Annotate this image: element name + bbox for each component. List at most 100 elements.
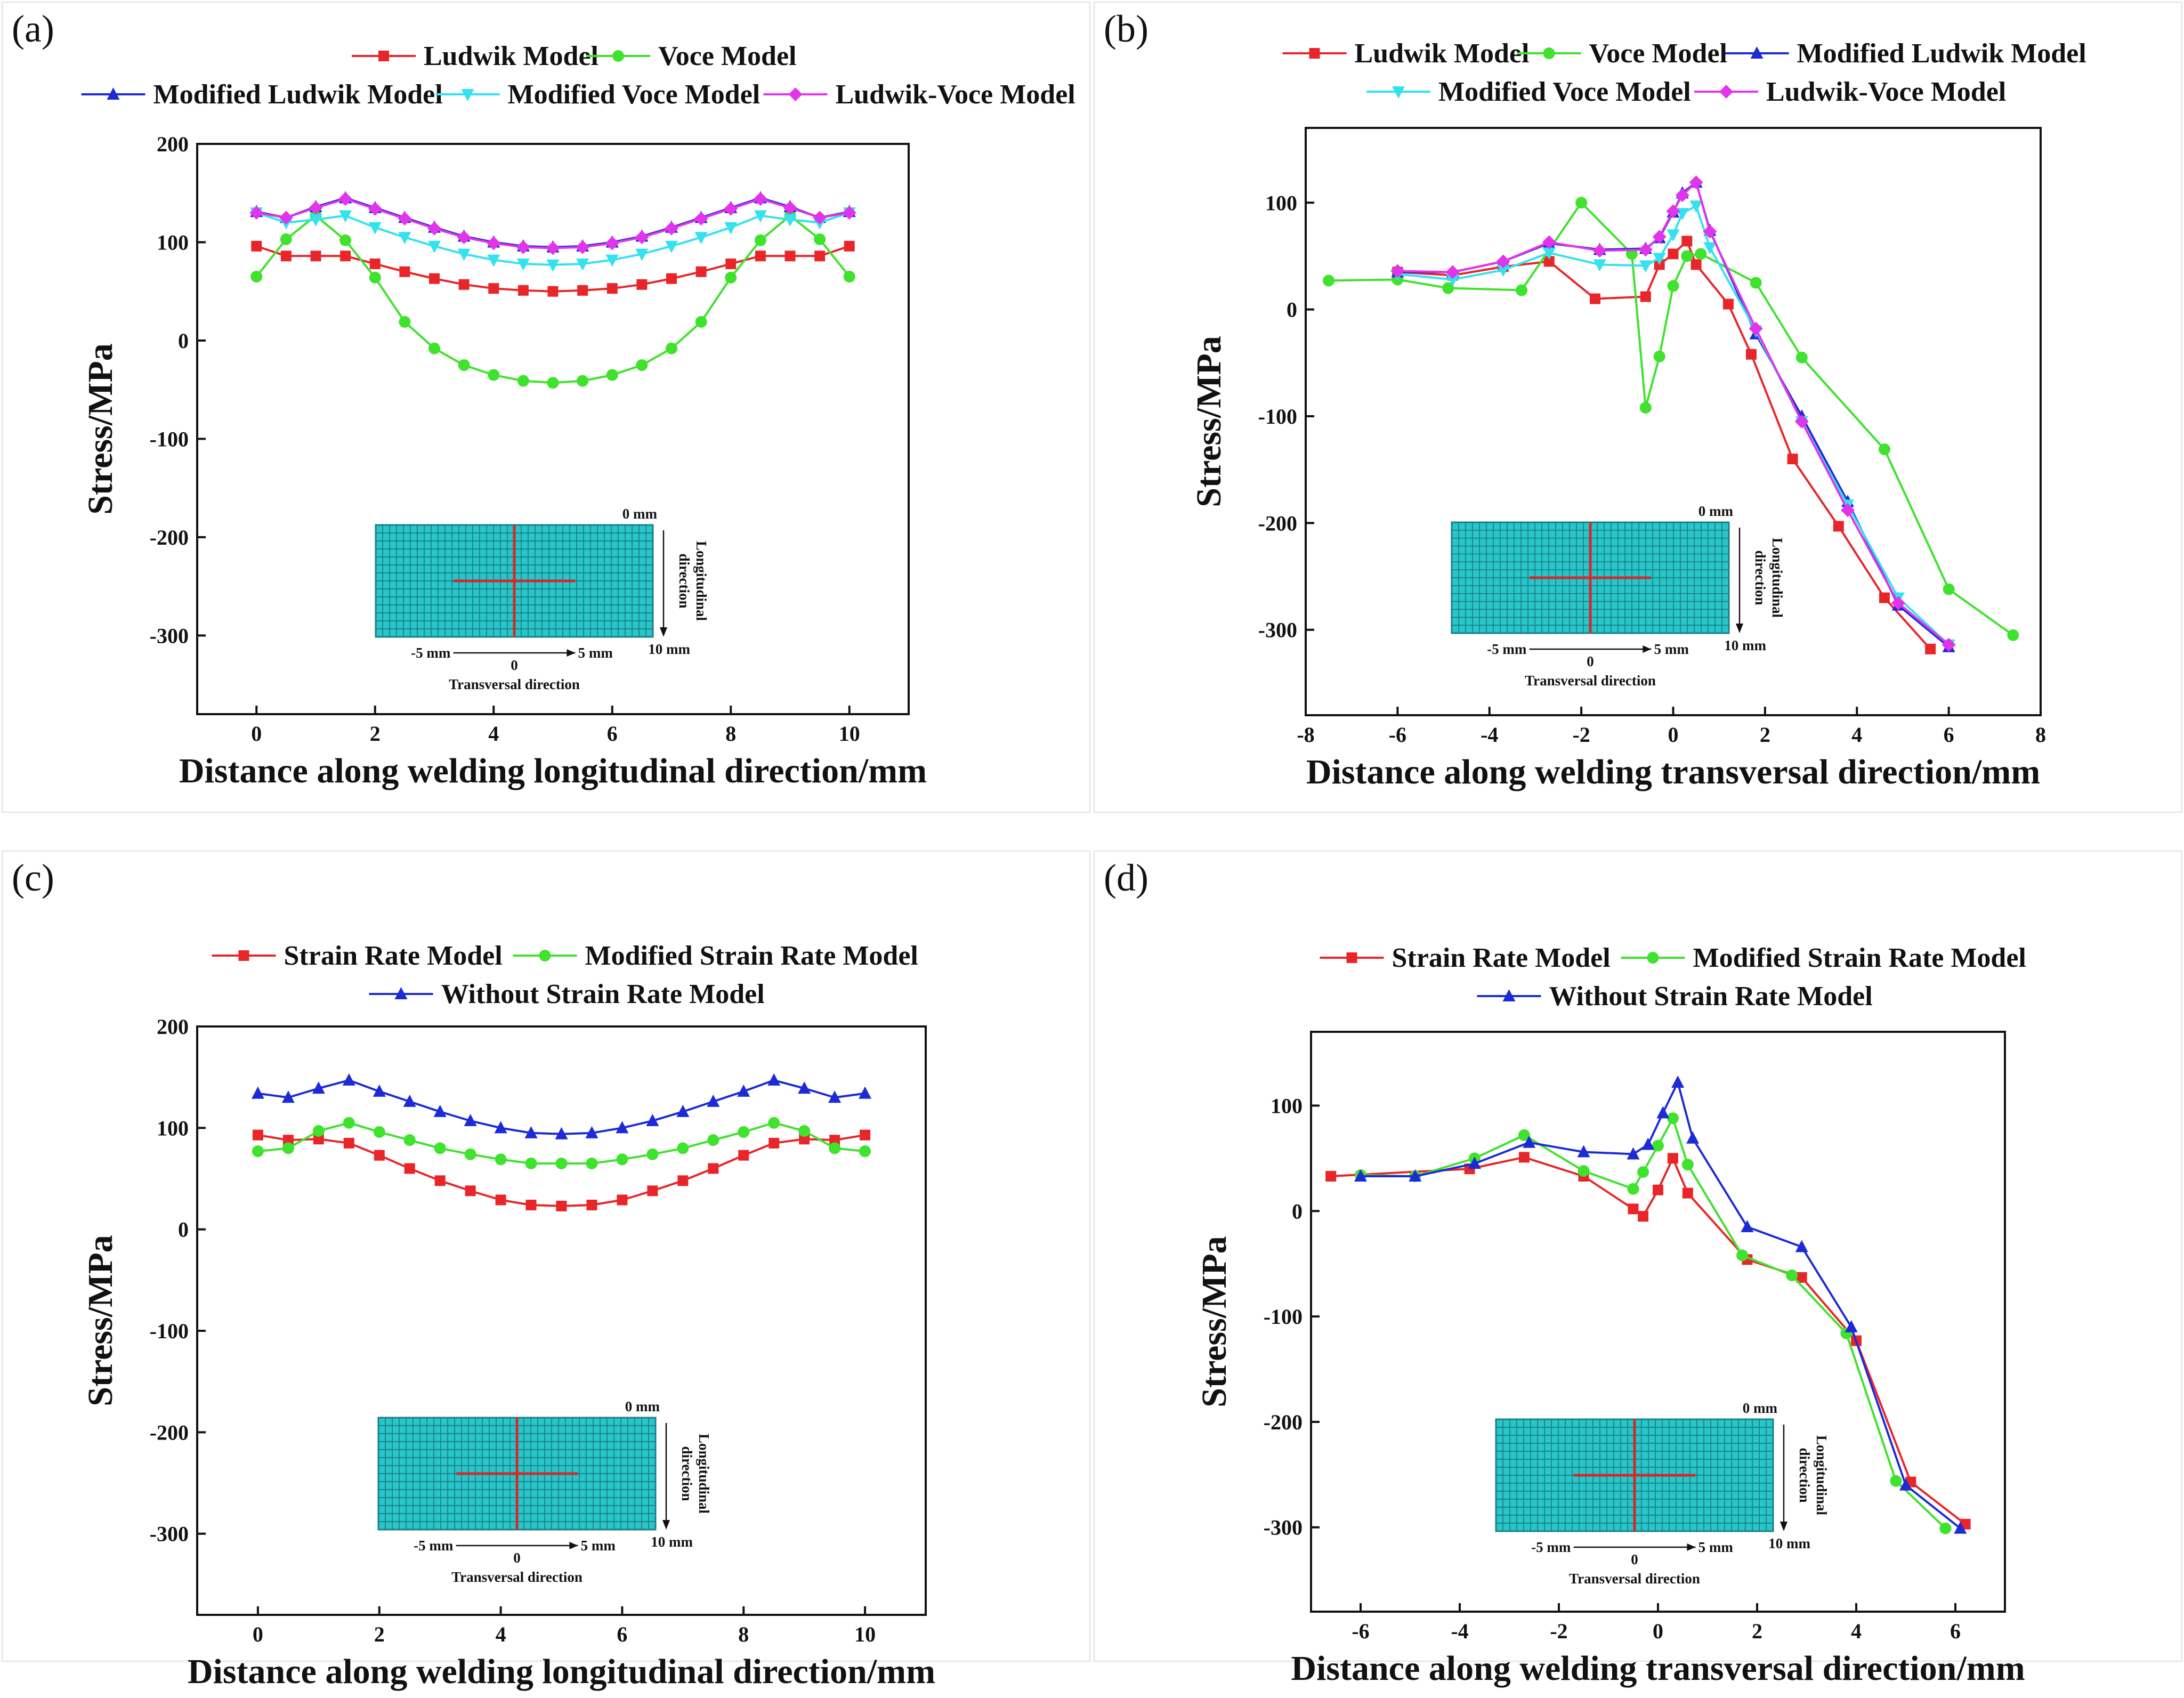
y-tick-label: 100 <box>157 230 189 254</box>
y-axis-title: Stress/MPa <box>1190 336 1228 507</box>
data-point <box>1640 291 1651 302</box>
data-point <box>556 1200 567 1211</box>
x-tick-label: 0 <box>251 722 262 746</box>
inset-top-label: 0 mm <box>625 1398 660 1414</box>
data-point <box>313 1134 324 1145</box>
legend-marker <box>1543 47 1555 59</box>
legend-entry: Ludwik Model <box>1355 38 1530 69</box>
inset-side-label-line: Longitudinal <box>696 1434 712 1514</box>
x-tick-label: 6 <box>617 1622 627 1646</box>
data-point <box>1589 293 1600 304</box>
inset-top-label: 0 mm <box>1743 1400 1778 1416</box>
data-point <box>1627 1147 1640 1160</box>
inset-side-label: Longitudinaldirection <box>676 541 709 621</box>
data-point <box>1543 256 1555 267</box>
series-ludwik-model <box>251 240 855 297</box>
data-point <box>1354 1169 1367 1182</box>
legend-marker <box>1647 952 1659 964</box>
data-point <box>547 286 559 297</box>
data-point <box>280 250 292 262</box>
data-point <box>252 1129 263 1141</box>
data-point <box>404 1163 415 1174</box>
y-tick-label: 200 <box>157 132 189 156</box>
series-line <box>1397 240 1931 650</box>
x-tick-label: -4 <box>1481 723 1498 747</box>
plot-frame <box>196 1025 927 1616</box>
x-tick-label: 4 <box>496 1622 506 1646</box>
data-point <box>1954 1521 1967 1534</box>
data-point <box>1575 197 1588 209</box>
data-point <box>783 200 797 215</box>
data-point <box>1442 282 1454 294</box>
data-point <box>1942 637 1956 652</box>
series-strain-rate-model <box>252 1129 871 1211</box>
data-point <box>1593 259 1606 272</box>
legend-entry: Ludwik Model <box>424 41 598 71</box>
inset-bottom-label: 10 mm <box>648 641 690 657</box>
data-point <box>458 359 470 371</box>
data-point <box>1795 1240 1808 1252</box>
inset-side-label-line: direction <box>1752 551 1768 605</box>
data-point <box>635 230 649 245</box>
data-point <box>1323 274 1335 287</box>
x-axis-title: Distance along welding longitudinal dire… <box>188 1652 935 1691</box>
legend-marker <box>107 87 120 100</box>
data-point <box>606 369 618 381</box>
series-voce-model <box>1323 197 2019 641</box>
data-point <box>373 1126 385 1138</box>
inset-bottom-label: 10 mm <box>651 1534 693 1550</box>
x-axis-title: Distance along welding transversal direc… <box>1306 753 2040 791</box>
inset-mesh: 0 mm 10 mm Longitudinaldirection -5 mm 5 mm 0… <box>377 1398 712 1585</box>
x-tick-label: 0 <box>1668 723 1679 747</box>
inset-arrowhead <box>569 1542 578 1549</box>
series-ludwik-model <box>1392 236 1936 654</box>
x-tick-label: 0 <box>1653 1619 1663 1643</box>
y-tick-label: 0 <box>1292 1199 1303 1223</box>
x-tick-label: 2 <box>1760 723 1770 747</box>
data-point <box>487 236 501 250</box>
data-point <box>494 1121 507 1134</box>
y-tick-label: 100 <box>157 1116 189 1140</box>
data-point <box>724 201 738 216</box>
chart-a: (a) Ludwik Model Voce Model Modified Ludwik… <box>1 1 1091 813</box>
data-point <box>828 1090 842 1103</box>
data-point <box>843 271 855 283</box>
inset-mesh: 0 mm 10 mm Longitudinaldirection -5 mm 5 mm 0… <box>1495 1400 1830 1587</box>
data-point <box>249 206 264 220</box>
data-point <box>1689 200 1703 213</box>
legend: Ludwik Model Voce Model Modified Ludwik Mo… <box>81 41 1075 110</box>
data-point <box>1325 1171 1337 1182</box>
inset-left-label: -5 mm <box>1487 641 1527 657</box>
data-point <box>398 212 412 226</box>
x-tick-label: 4 <box>1851 1619 1862 1643</box>
data-point <box>576 240 590 254</box>
data-point <box>250 271 263 283</box>
inset-right-label: 5 mm <box>1698 1539 1734 1555</box>
data-point <box>309 200 323 215</box>
panel-border <box>1093 850 2183 1662</box>
data-point <box>725 258 737 270</box>
inset-arrowhead <box>1687 1543 1696 1551</box>
data-point <box>1681 250 1693 262</box>
inset-side-label-line: direction <box>1797 1448 1813 1503</box>
x-axis-title: Distance along welding longitudinal dire… <box>179 751 927 790</box>
data-point <box>495 1194 506 1206</box>
data-point <box>576 258 589 271</box>
data-point <box>281 1090 295 1103</box>
data-point <box>555 1127 568 1139</box>
data-point <box>280 233 292 245</box>
legend-marker <box>1750 46 1764 59</box>
x-tick-label: 6 <box>1950 1619 1961 1643</box>
data-point <box>707 1134 719 1146</box>
panel-label: (a) <box>12 7 54 50</box>
inset-side-label-line: Longitudinal <box>693 541 709 621</box>
data-point <box>517 285 529 296</box>
legend-entry: Strain Rate Model <box>1392 943 1611 973</box>
y-axis-title: Stress/MPa <box>81 343 120 514</box>
data-point <box>339 210 352 223</box>
data-point <box>842 206 856 220</box>
data-point <box>577 285 588 296</box>
data-point <box>616 1121 629 1134</box>
data-point <box>646 1114 659 1127</box>
data-point <box>647 1185 658 1196</box>
